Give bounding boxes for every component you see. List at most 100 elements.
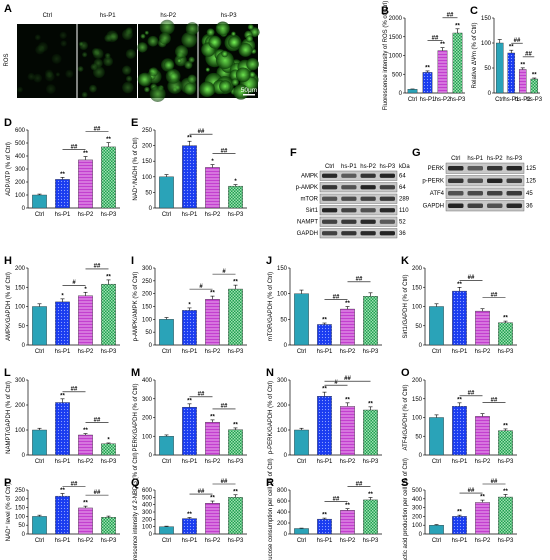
bar — [32, 194, 47, 209]
panel-label: H — [4, 255, 12, 267]
bar — [228, 288, 243, 346]
y-tick-label: 500 — [392, 72, 403, 78]
x-tick-label: hs-P2 — [435, 97, 451, 103]
blot-band — [448, 191, 464, 196]
x-tick-label: hs-P1 — [317, 459, 333, 465]
significance-mark: ** — [503, 489, 508, 495]
y-tick-label: 150 — [412, 397, 423, 403]
y-tick-label: 600 — [142, 488, 153, 494]
bar — [159, 176, 174, 209]
significance-mark: ** — [60, 488, 65, 494]
bar — [530, 78, 539, 94]
x-tick-label: hs-P1 — [452, 538, 468, 544]
cell-spot — [165, 68, 181, 84]
blot-row-label: GAPDH — [423, 204, 444, 210]
bar — [363, 296, 378, 346]
y-tick-label: 0 — [22, 343, 26, 349]
y-tick-label: 100 — [15, 428, 26, 434]
x-tick-label: Ctrl — [297, 538, 306, 544]
bar — [55, 301, 70, 346]
x-tick-label: hs-P2 — [515, 97, 531, 103]
y-axis-label: NAMPT/GAPDH (% of Ctrl) — [6, 381, 12, 454]
panel-label: L — [4, 367, 11, 379]
blot-lane-header: Ctrl — [451, 156, 460, 162]
comparison-label: ## — [71, 144, 78, 150]
y-tick-label: 500 — [15, 141, 26, 147]
y-tick-label: 50 — [415, 434, 422, 440]
significance-mark: ** — [509, 45, 514, 51]
bar — [422, 72, 433, 94]
comparison-label: ## — [221, 148, 228, 154]
x-tick-label: hs-P1 — [55, 538, 71, 544]
cell-spot — [140, 33, 146, 39]
bar — [429, 525, 444, 535]
x-tick-label: hs-P2 — [78, 459, 94, 465]
significance-mark: ** — [532, 73, 537, 79]
bar — [363, 499, 378, 535]
cell-spot — [78, 41, 84, 47]
significance-mark: ** — [187, 136, 192, 142]
bar — [55, 402, 70, 456]
x-tick-label: hs-P3 — [363, 459, 379, 465]
y-tick-label: 0 — [488, 91, 492, 97]
panel-label: S — [401, 477, 408, 489]
y-axis-label: Glucose consumption per cell (% of Ctrl) — [268, 458, 274, 560]
x-tick-label: hs-P3 — [498, 459, 514, 465]
x-tick-label: hs-P1 — [182, 212, 198, 218]
x-tick-label: hs-P2 — [205, 349, 221, 355]
y-axis-label: Lactic acid production per cell (% of Ct… — [403, 458, 409, 560]
micrograph-title: Ctrl — [43, 13, 52, 19]
blot-kda: 289 — [399, 196, 410, 202]
x-tick-label: Ctrl — [432, 349, 441, 355]
blot-lane-header: hs-P3 — [380, 164, 396, 170]
blot-kda: 36 — [399, 231, 406, 237]
x-tick-label: hs-P2 — [78, 538, 94, 544]
significance-mark: ** — [322, 318, 327, 324]
blot-band — [379, 219, 395, 224]
y-tick-label: 300 — [142, 397, 153, 403]
cell-spot — [215, 51, 234, 70]
blot-row-label: Sirt1 — [306, 208, 319, 214]
blot-band — [506, 191, 522, 196]
y-tick-label: 50 — [18, 523, 25, 529]
blot-row-label: p-AMPK — [296, 185, 318, 191]
blot-strip — [319, 216, 398, 227]
x-tick-label: hs-P3 — [101, 349, 117, 355]
scale-bar — [243, 94, 255, 96]
significance-mark: ** — [233, 280, 238, 286]
comparison-label: ## — [71, 387, 78, 393]
bar — [498, 322, 513, 346]
comparison-label: # — [199, 284, 203, 290]
x-tick-label: hs-P2 — [78, 349, 94, 355]
blot-row-label: AMPK — [301, 173, 318, 179]
cell-spot — [59, 31, 67, 40]
panel-label: N — [266, 367, 274, 379]
y-axis-label: Sirt1/GAPDH (% of Ctrl) — [403, 274, 409, 338]
y-tick-label: 100 — [142, 525, 153, 531]
x-tick-label: hs-P2 — [475, 349, 491, 355]
blot-band — [467, 178, 483, 183]
cell-spot — [55, 72, 61, 77]
bar — [32, 429, 47, 456]
x-tick-label: Ctrl — [162, 459, 171, 465]
blot-band — [487, 203, 503, 208]
blot-lane-header: hs-P1 — [341, 164, 357, 170]
significance-mark: ** — [368, 401, 373, 407]
cell-spot — [138, 72, 152, 87]
bar — [228, 429, 243, 456]
blot-kda: 125 — [526, 166, 537, 172]
cell-spot — [121, 65, 132, 75]
comparison-label: ## — [198, 489, 205, 495]
bar — [101, 146, 116, 209]
cell-spot — [51, 53, 62, 64]
y-tick-label: 300 — [412, 506, 423, 512]
comparison-label: ## — [491, 293, 498, 299]
x-tick-label: hs-P2 — [340, 538, 356, 544]
x-tick-label: Ctrl — [35, 459, 44, 465]
bar — [78, 159, 93, 209]
x-tick-label: hs-P2 — [475, 538, 491, 544]
